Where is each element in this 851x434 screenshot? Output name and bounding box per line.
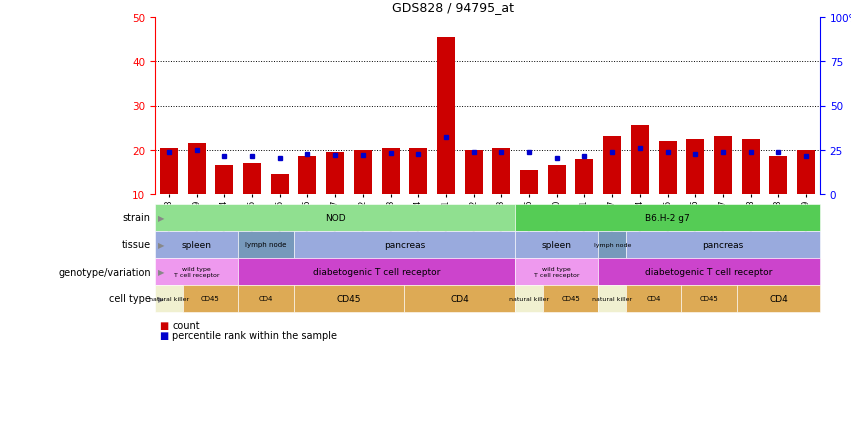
Bar bbox=[603, 137, 621, 194]
Text: CD4: CD4 bbox=[450, 294, 469, 303]
Text: tissue: tissue bbox=[122, 240, 151, 250]
Bar bbox=[326, 153, 344, 194]
Text: genotype/variation: genotype/variation bbox=[58, 267, 151, 277]
Text: CD45: CD45 bbox=[337, 294, 361, 303]
Text: natural killer: natural killer bbox=[509, 296, 549, 301]
Text: diabetogenic T cell receptor: diabetogenic T cell receptor bbox=[645, 267, 773, 276]
Text: ▶: ▶ bbox=[157, 267, 164, 276]
Text: ▶: ▶ bbox=[157, 294, 164, 303]
Text: percentile rank within the sample: percentile rank within the sample bbox=[172, 330, 337, 340]
Text: CD4: CD4 bbox=[259, 296, 273, 302]
Bar bbox=[575, 159, 593, 194]
Text: diabetogenic T cell receptor: diabetogenic T cell receptor bbox=[313, 267, 440, 276]
Text: CD45: CD45 bbox=[700, 296, 718, 302]
Text: wild type
T cell receptor: wild type T cell receptor bbox=[534, 266, 580, 277]
Bar bbox=[769, 157, 787, 194]
Text: B6.H-2 g7: B6.H-2 g7 bbox=[645, 214, 690, 223]
Text: natural killer: natural killer bbox=[149, 296, 189, 301]
Bar bbox=[465, 151, 483, 194]
Bar bbox=[659, 141, 677, 194]
Text: spleen: spleen bbox=[181, 240, 212, 250]
Text: ■: ■ bbox=[159, 320, 168, 330]
Bar bbox=[797, 151, 815, 194]
Text: count: count bbox=[172, 320, 200, 330]
Bar bbox=[493, 148, 511, 194]
Bar bbox=[243, 164, 261, 194]
Text: ■: ■ bbox=[159, 330, 168, 340]
Text: ▶: ▶ bbox=[157, 214, 164, 223]
Text: GDS828 / 94795_at: GDS828 / 94795_at bbox=[392, 0, 515, 13]
Bar bbox=[742, 139, 760, 194]
Bar bbox=[215, 166, 233, 194]
Bar bbox=[187, 144, 206, 194]
Text: CD4: CD4 bbox=[647, 296, 661, 302]
Bar bbox=[686, 139, 705, 194]
Text: cell type: cell type bbox=[109, 294, 151, 304]
Bar bbox=[299, 157, 317, 194]
Text: CD45: CD45 bbox=[201, 296, 220, 302]
Text: strain: strain bbox=[123, 213, 151, 223]
Text: spleen: spleen bbox=[542, 240, 572, 250]
Bar bbox=[160, 148, 178, 194]
Text: pancreas: pancreas bbox=[384, 240, 425, 250]
Text: lymph node: lymph node bbox=[593, 243, 631, 247]
Bar bbox=[714, 137, 732, 194]
Text: CD45: CD45 bbox=[562, 296, 580, 302]
Text: NOD: NOD bbox=[325, 214, 346, 223]
Bar bbox=[409, 148, 427, 194]
Text: lymph node: lymph node bbox=[245, 242, 287, 248]
Text: pancreas: pancreas bbox=[702, 240, 744, 250]
Bar bbox=[548, 166, 566, 194]
Bar bbox=[631, 126, 649, 194]
Text: natural killer: natural killer bbox=[592, 296, 632, 301]
Bar bbox=[354, 151, 372, 194]
Bar bbox=[271, 174, 288, 194]
Bar bbox=[381, 148, 399, 194]
Text: wild type
T cell receptor: wild type T cell receptor bbox=[174, 266, 220, 277]
Bar bbox=[520, 170, 538, 194]
Text: ▶: ▶ bbox=[157, 240, 164, 250]
Bar bbox=[437, 38, 455, 194]
Text: CD4: CD4 bbox=[769, 294, 788, 303]
